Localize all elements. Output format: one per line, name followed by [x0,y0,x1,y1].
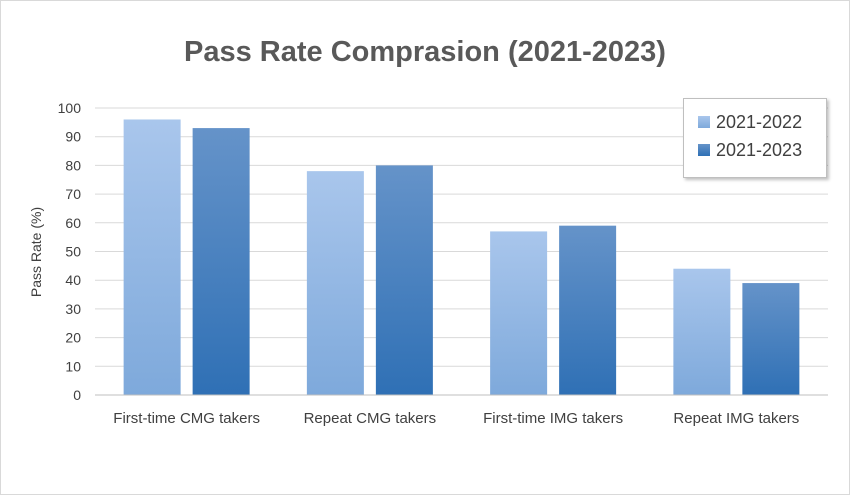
bar-2021-2023-4 [742,283,800,395]
legend: 2021-2022 2021-2023 [683,98,827,178]
y-tick-label-100: 100 [58,100,82,116]
legend-item-2021-2022: 2021-2022 [698,111,802,133]
y-tick-label-20: 20 [65,330,81,346]
bar-2021-2023-3 [559,225,617,395]
bar-2021-2022-4 [673,268,731,395]
x-category-label-4: Repeat IMG takers [673,410,799,427]
x-category-label-2: Repeat CMG takers [304,410,437,427]
bar-2021-2023-2 [375,165,433,395]
x-category-label-3: First-time IMG takers [483,410,623,427]
y-tick-label-0: 0 [73,387,81,403]
y-tick-label-60: 60 [65,215,81,231]
legend-label-2021-2023: 2021-2023 [716,139,803,160]
legend-swatch-2021-2022 [698,116,710,128]
bar-2021-2022-1 [123,119,181,395]
bar-2021-2023-1 [192,128,250,395]
bar-2021-2022-2 [306,171,364,395]
legend-swatch-2021-2023 [698,144,710,156]
y-tick-label-30: 30 [65,301,81,317]
legend-item-2021-2023: 2021-2023 [698,139,802,161]
legend-label-2021-2022: 2021-2022 [716,111,803,132]
y-tick-label-10: 10 [65,358,81,374]
y-tick-label-40: 40 [65,272,81,288]
y-tick-label-70: 70 [65,186,81,202]
y-tick-label-80: 80 [65,157,81,173]
chart-title: Pass Rate Comprasion (2021-2023) [184,36,666,68]
bar-2021-2022-3 [490,231,548,395]
y-tick-label-50: 50 [65,244,81,260]
y-tick-label-90: 90 [65,129,81,145]
x-category-label-1: First-time CMG takers [113,410,260,427]
